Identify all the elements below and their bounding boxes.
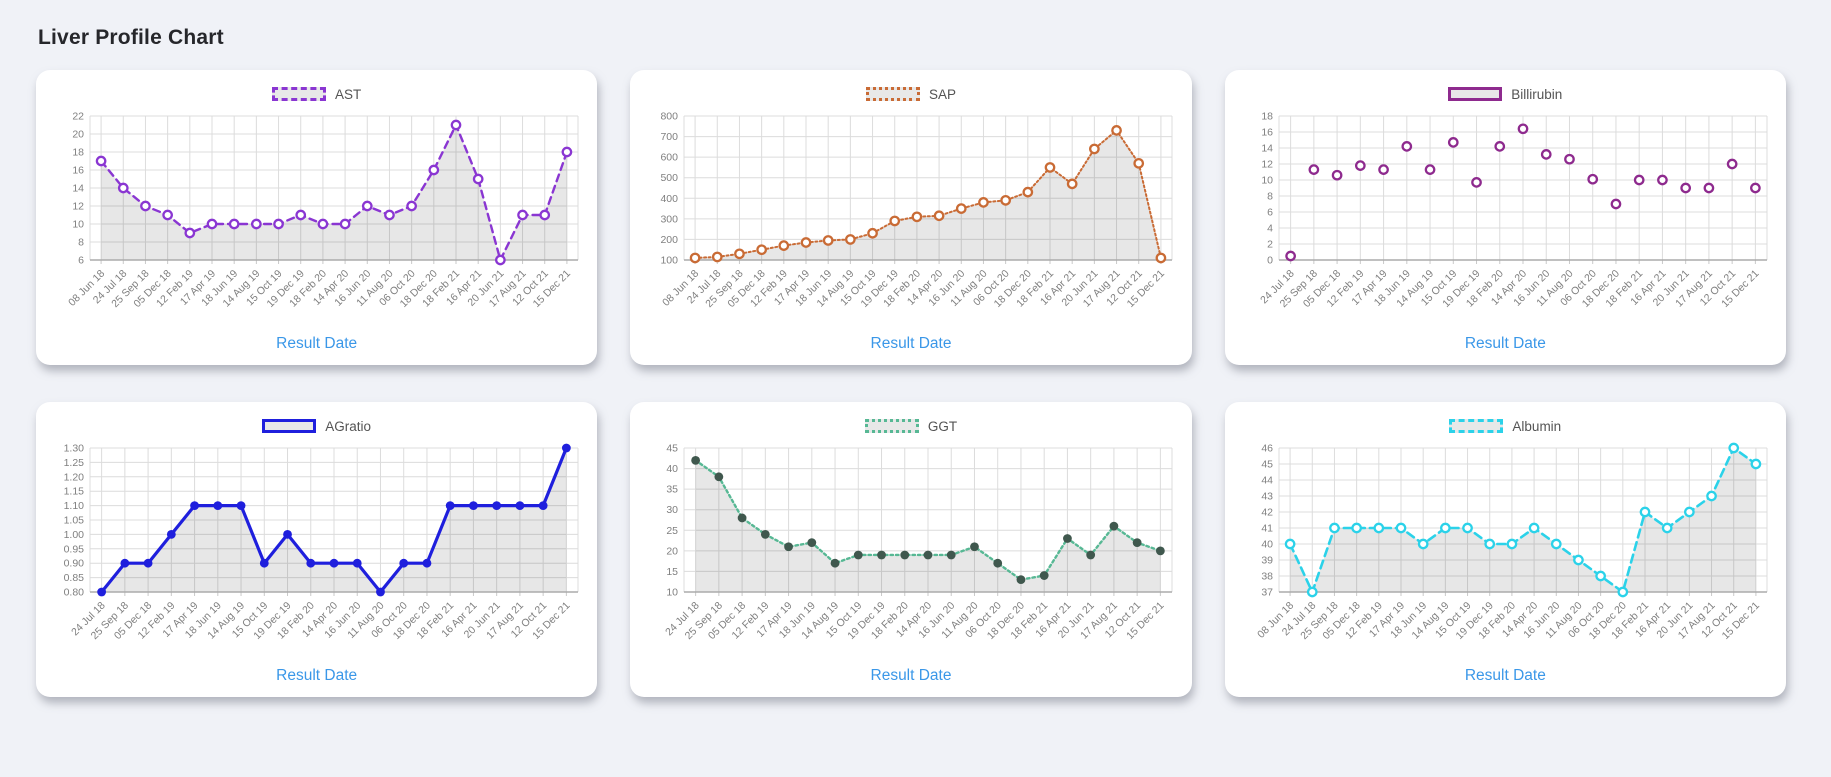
- ggt-x-axis-title: Result Date: [870, 667, 952, 684]
- agratio-legend-swatch: [262, 419, 317, 433]
- svg-text:12: 12: [1261, 159, 1273, 171]
- svg-text:15: 15: [667, 566, 679, 578]
- svg-text:16: 16: [1261, 127, 1273, 139]
- svg-text:46: 46: [1261, 443, 1273, 455]
- svg-text:1.05: 1.05: [64, 515, 85, 527]
- sap-chart-card: SAP 100 200 300 400 500 600 700 800 08 Jun 18 24 …: [630, 70, 1192, 365]
- svg-text:16: 16: [72, 165, 84, 177]
- agratio-chart-canvas[interactable]: 0.80 0.85 0.90 0.95 1.00 1.05 1.10 1.15 1.20 1.25…: [46, 440, 587, 664]
- svg-text:1.30: 1.30: [64, 443, 85, 455]
- albumin-legend[interactable]: Albumin: [1235, 415, 1776, 437]
- billirubin-x-axis-title: Result Date: [1464, 335, 1546, 352]
- svg-text:1.10: 1.10: [64, 500, 85, 512]
- sap-legend-label: SAP: [928, 86, 956, 102]
- svg-text:41: 41: [1261, 523, 1273, 535]
- svg-text:20: 20: [72, 129, 84, 141]
- svg-text:40: 40: [667, 463, 679, 475]
- ast-x-axis-title: Result Date: [276, 335, 358, 352]
- page-title: Liver Profile Chart: [38, 26, 224, 49]
- albumin-legend-swatch: [1449, 419, 1504, 433]
- svg-text:18: 18: [1261, 111, 1273, 123]
- svg-text:600: 600: [661, 152, 679, 164]
- sap-legend[interactable]: SAP: [640, 83, 1181, 105]
- svg-text:35: 35: [667, 484, 679, 496]
- billirubin-chart-card: Billirubin 0 2 4 6 8 10 12 14 16 18 24 Jul 18 25 Se…: [1224, 70, 1786, 365]
- agratio-chart-card: AGratio 0.80 0.85 0.90 0.95 1.00 1.05 1.10 1.15…: [36, 402, 598, 697]
- svg-text:1.25: 1.25: [64, 457, 85, 469]
- svg-text:1.15: 1.15: [64, 486, 85, 498]
- svg-text:400: 400: [661, 193, 679, 205]
- svg-text:200: 200: [661, 234, 679, 246]
- ggt-chart-card: GGT 10 15 20 25 30 35 40 45 24 Jul 18 25 Sep 18 05…: [630, 402, 1192, 697]
- svg-text:6: 6: [78, 255, 84, 267]
- svg-text:0: 0: [1267, 255, 1273, 267]
- chart-grid: AST 6 8 10 12 14 16 18 20 22 08 Jun 18 24 Jul 18 25…: [0, 70, 1831, 697]
- ast-legend[interactable]: AST: [46, 83, 587, 105]
- ggt-legend-swatch: [864, 419, 919, 433]
- agratio-legend-label: AGratio: [325, 418, 372, 434]
- svg-text:30: 30: [667, 504, 679, 516]
- albumin-legend-label: Albumin: [1512, 418, 1562, 434]
- svg-text:500: 500: [661, 172, 679, 184]
- svg-text:42: 42: [1261, 507, 1273, 519]
- svg-text:45: 45: [667, 443, 679, 455]
- albumin-x-axis-title: Result Date: [1464, 667, 1546, 684]
- svg-text:22: 22: [72, 111, 84, 123]
- svg-text:37: 37: [1261, 587, 1273, 599]
- sap-legend-swatch: [865, 87, 920, 101]
- ast-legend-swatch: [272, 87, 327, 101]
- ggt-chart-canvas[interactable]: 10 15 20 25 30 35 40 45 24 Jul 18 25 Sep 18 05 Dec…: [640, 440, 1181, 664]
- svg-text:800: 800: [661, 111, 679, 123]
- svg-text:2: 2: [1267, 239, 1273, 251]
- billirubin-legend[interactable]: Billirubin: [1235, 83, 1776, 105]
- svg-text:8: 8: [1267, 191, 1273, 203]
- svg-text:14: 14: [72, 183, 84, 195]
- svg-text:8: 8: [78, 237, 84, 249]
- svg-text:10: 10: [72, 219, 84, 231]
- svg-text:39: 39: [1261, 555, 1273, 567]
- svg-text:45: 45: [1261, 459, 1273, 471]
- billirubin-legend-label: Billirubin: [1511, 86, 1563, 102]
- svg-text:40: 40: [1261, 539, 1273, 551]
- svg-text:20: 20: [667, 545, 679, 557]
- svg-text:100: 100: [661, 255, 679, 267]
- svg-text:1.00: 1.00: [64, 529, 85, 541]
- svg-text:0.85: 0.85: [64, 572, 85, 584]
- sap-x-axis-title: Result Date: [870, 335, 952, 352]
- sap-chart-canvas[interactable]: 100 200 300 400 500 600 700 800 08 Jun 18 24 Jul …: [640, 108, 1181, 332]
- svg-text:10: 10: [667, 587, 679, 599]
- ggt-legend-label: GGT: [927, 418, 958, 434]
- agratio-legend[interactable]: AGratio: [46, 415, 587, 437]
- svg-text:14: 14: [1261, 143, 1273, 155]
- ast-legend-label: AST: [335, 86, 362, 102]
- svg-text:0.80: 0.80: [64, 587, 85, 599]
- svg-text:4: 4: [1267, 223, 1273, 235]
- svg-text:0.90: 0.90: [64, 558, 85, 570]
- ast-chart-canvas[interactable]: 6 8 10 12 14 16 18 20 22 08 Jun 18 24 Jul 18 25 Sep…: [46, 108, 587, 332]
- agratio-x-axis-title: Result Date: [276, 667, 358, 684]
- svg-text:700: 700: [661, 131, 679, 143]
- svg-text:0.95: 0.95: [64, 543, 85, 555]
- svg-text:10: 10: [1261, 175, 1273, 187]
- svg-text:25: 25: [667, 525, 679, 537]
- billirubin-chart-canvas[interactable]: 0 2 4 6 8 10 12 14 16 18 24 Jul 18 25 Sep 18 05 Dec …: [1235, 108, 1776, 332]
- albumin-chart-card: Albumin 37 38 39 40 41 42 43 44 45 46 08 Jun 18 24 …: [1224, 402, 1786, 697]
- svg-text:18: 18: [72, 147, 84, 159]
- albumin-chart-canvas[interactable]: 37 38 39 40 41 42 43 44 45 46 08 Jun 18 24 Jul 18 25…: [1235, 440, 1776, 664]
- svg-text:1.20: 1.20: [64, 471, 85, 483]
- svg-text:12: 12: [72, 201, 84, 213]
- svg-text:43: 43: [1261, 491, 1273, 503]
- svg-text:6: 6: [1267, 207, 1273, 219]
- svg-text:300: 300: [661, 213, 679, 225]
- ast-chart-card: AST 6 8 10 12 14 16 18 20 22 08 Jun 18 24 Jul 18 25…: [36, 70, 598, 365]
- billirubin-legend-swatch: [1448, 87, 1503, 101]
- svg-text:38: 38: [1261, 571, 1273, 583]
- svg-text:44: 44: [1261, 475, 1273, 487]
- ggt-legend[interactable]: GGT: [640, 415, 1181, 437]
